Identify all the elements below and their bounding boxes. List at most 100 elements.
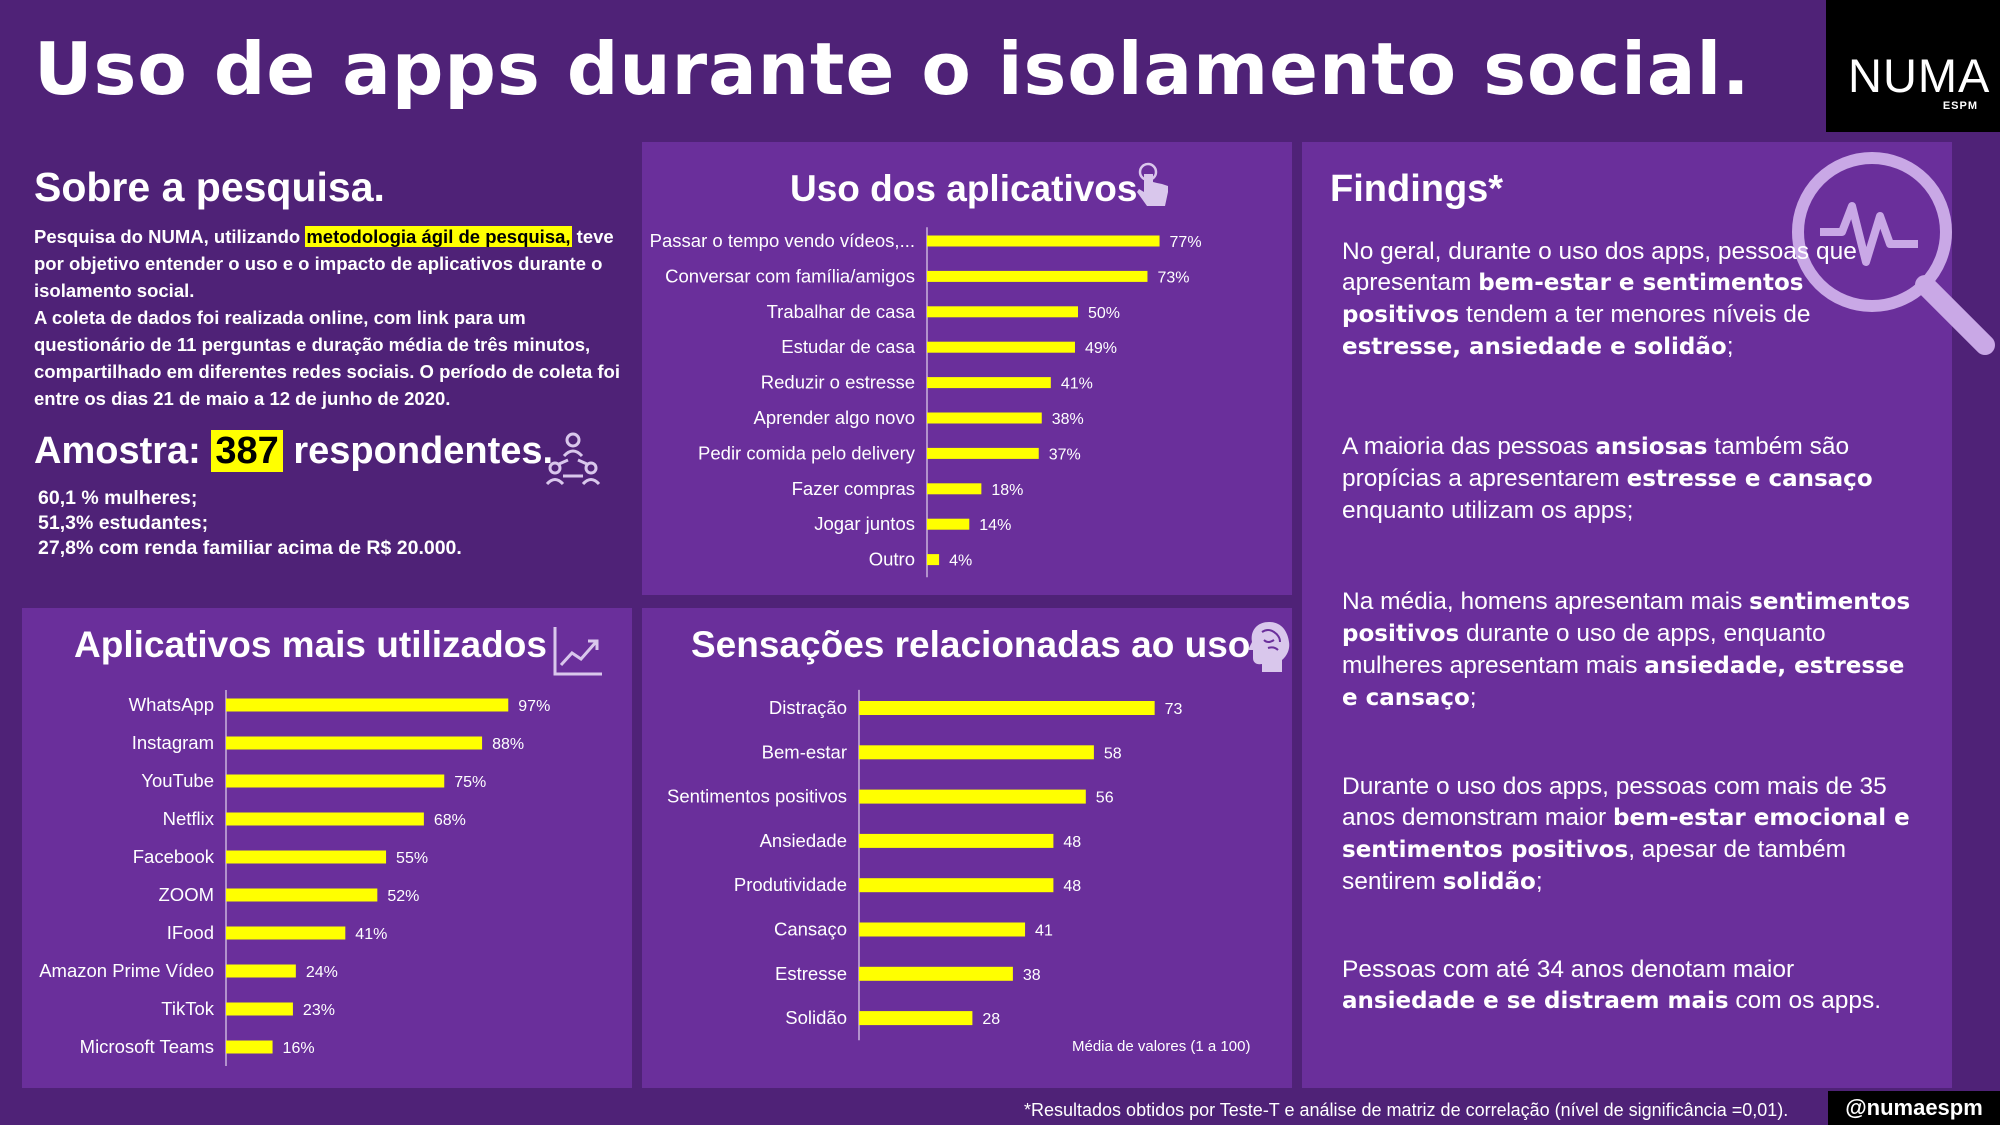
finding-text: A maioria das pessoas	[1342, 433, 1596, 460]
category-label: Trabalhar de casa	[767, 301, 916, 322]
finding-emphasis: estresse, ansiedade e solidão	[1342, 334, 1727, 360]
value-label: 4%	[949, 553, 972, 570]
panel-sensacoes	[642, 608, 1292, 1088]
chart-note: Média de valores (1 a 100)	[1072, 1038, 1251, 1055]
finding-text: também são propícias a apresentarem	[1342, 433, 1850, 492]
finding-text: ;	[1535, 868, 1543, 895]
value-label: 73%	[1157, 269, 1189, 286]
finding-text: Na média, homens apresentam mais	[1342, 588, 1750, 615]
category-label: Facebook	[133, 846, 215, 867]
about-highlight: metodologia ágil de pesquisa,	[305, 226, 572, 247]
logo-word: NUMA	[1848, 49, 1991, 102]
bar	[859, 966, 1013, 981]
finding-text: , apesar de também sentirem	[1342, 836, 1847, 895]
bar	[859, 1011, 973, 1026]
value-label: 41%	[355, 926, 387, 943]
category-label: Instagram	[132, 732, 214, 753]
finding-emphasis: estresse e cansaço	[1626, 466, 1873, 492]
chart-apps: WhatsApp 97% Instagram 88% YouTube 75% Netflix…	[39, 690, 550, 1066]
finding-text: enquanto utilizam os apps;	[1342, 497, 1634, 524]
finding-text: Pessoas com até 34 anos denotam maior	[1342, 956, 1795, 983]
finding-text: ;	[1726, 333, 1734, 360]
value-label: 48	[1063, 878, 1081, 895]
stat-income: 27,8% com renda familiar acima de R$ 20.…	[38, 537, 462, 559]
category-label: Cansaço	[774, 919, 847, 940]
category-label: YouTube	[141, 770, 214, 791]
finding-item: Durante o uso dos apps, pessoas com mais…	[1342, 771, 1922, 898]
bar	[226, 1002, 293, 1016]
finding-text: tendem a ter menores níveis de	[1459, 301, 1811, 328]
bar	[226, 1040, 273, 1054]
finding-item: Pessoas com até 34 anos denotam maior an…	[1342, 954, 1922, 1017]
finding-text: com os apps.	[1728, 987, 1882, 1014]
people-network-icon	[545, 432, 601, 486]
category-label: Conversar com família/amigos	[665, 265, 915, 286]
value-label: 50%	[1088, 305, 1120, 322]
bar	[927, 270, 1148, 282]
sample-suffix: respondentes.	[293, 430, 554, 472]
category-label: Jogar juntos	[814, 513, 915, 534]
value-label: 88%	[492, 736, 524, 753]
category-label: Sentimentos positivos	[667, 786, 847, 807]
bar	[859, 789, 1086, 804]
sample-number: 387	[211, 430, 283, 472]
stat-students: 51,3% estudantes;	[38, 512, 209, 534]
finding-text: No geral, durante o uso dos apps, pessoa…	[1342, 238, 1857, 296]
value-label: 97%	[518, 698, 550, 715]
category-label: TikTok	[161, 998, 215, 1019]
chart-title-uso: Uso dos aplicativos	[790, 168, 1138, 209]
chart-uso: Passar o tempo vendo vídeos,... 77% Conver…	[650, 227, 1202, 578]
category-label: Solidão	[785, 1007, 847, 1028]
bar	[927, 412, 1042, 424]
about-section: Sobre a pesquisa. Pesquisa do NUMA, util…	[34, 164, 634, 412]
about-paragraph-1: Pesquisa do NUMA, utilizando metodologia…	[34, 223, 634, 304]
category-label: Aprender algo novo	[754, 407, 915, 428]
sample-heading: Amostra: 387 respondentes.	[34, 430, 553, 473]
value-label: 16%	[283, 1040, 315, 1057]
about-text: Pesquisa do NUMA, utilizando	[34, 226, 306, 247]
bar	[927, 483, 982, 495]
bar	[226, 812, 424, 826]
bar	[859, 701, 1155, 715]
bar	[859, 745, 1094, 760]
value-label: 41%	[1061, 376, 1093, 393]
value-label: 18%	[991, 482, 1023, 499]
category-label: Passar o tempo vendo vídeos,...	[650, 230, 915, 251]
value-label: 49%	[1085, 340, 1117, 357]
trend-chart-icon	[553, 627, 602, 676]
value-label: 75%	[454, 774, 486, 791]
category-label: Ansiedade	[760, 830, 847, 851]
category-label: Estudar de casa	[781, 336, 915, 357]
finding-text: durante o uso de apps, enquanto mulheres…	[1342, 620, 1826, 679]
bar	[927, 341, 1075, 353]
bar	[226, 888, 378, 902]
category-label: Fazer compras	[792, 478, 915, 499]
value-label: 48	[1063, 834, 1081, 851]
bar	[226, 736, 483, 750]
bar	[927, 554, 940, 566]
finding-item: A maioria das pessoas ansiosas também sã…	[1342, 431, 1922, 526]
value-label: 37%	[1049, 446, 1081, 463]
finding-item: No geral, durante o uso dos apps, pessoa…	[1342, 236, 1922, 363]
finding-emphasis: bem-estar e sentimentos positivos	[1342, 270, 1804, 328]
logo-sub: ESPM	[1942, 100, 1978, 112]
bar	[927, 447, 1039, 459]
finding-emphasis: ansiedade, estresse e cansaço	[1342, 653, 1905, 711]
value-label: 24%	[306, 964, 338, 981]
social-handle[interactable]: @numaespm	[1828, 1091, 2000, 1125]
category-label: Distração	[769, 697, 847, 718]
stat-women: 60,1 % mulheres;	[38, 487, 198, 509]
bar	[859, 833, 1054, 848]
value-label: 28	[982, 1011, 1000, 1028]
about-text: teve por objetivo entender o uso e o imp…	[34, 226, 614, 301]
value-label: 55%	[396, 850, 428, 867]
brain-head-icon	[1248, 622, 1290, 672]
category-label: Reduzir o estresse	[761, 372, 915, 393]
chart-title-sensacoes: Sensações relacionadas ao uso	[691, 624, 1251, 665]
category-label: ZOOM	[159, 884, 215, 905]
bar	[927, 518, 970, 530]
category-label: Produtividade	[734, 874, 847, 895]
bar	[226, 926, 346, 940]
category-label: Bem-estar	[762, 741, 847, 762]
category-label: Estresse	[775, 963, 847, 984]
